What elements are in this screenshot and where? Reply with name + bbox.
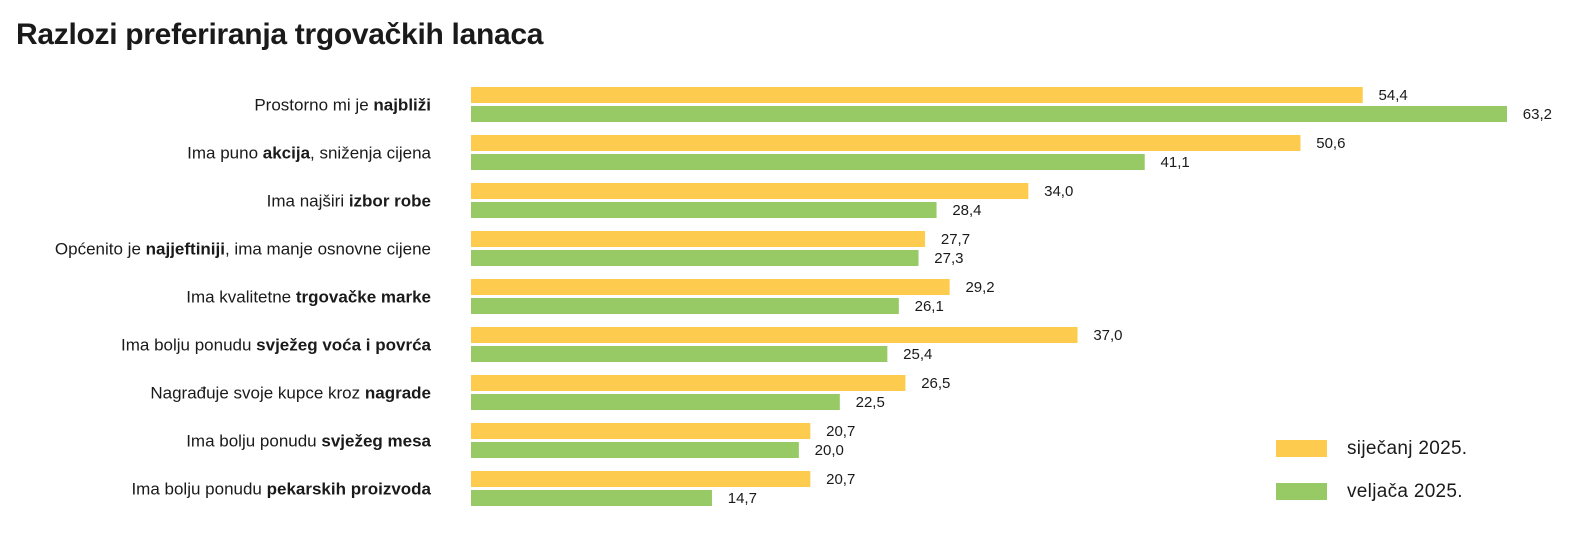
bar-veljaca (471, 154, 1145, 170)
legend-label: veljača 2025. (1347, 481, 1463, 502)
value-label: 54,4 (1379, 87, 1408, 104)
bar-veljaca (471, 394, 840, 410)
value-label: 34,0 (1044, 183, 1073, 200)
category-label-bold: najjeftiniji (146, 240, 225, 259)
value-label: 28,4 (952, 202, 981, 219)
category-label: Općenito je najjeftiniji, ima manje osno… (55, 240, 431, 259)
bar-veljaca (471, 442, 799, 458)
value-label: 26,5 (921, 375, 950, 392)
chart-title: Razlozi preferiranja trgovačkih lanaca (16, 18, 544, 51)
bar-veljaca (471, 106, 1507, 122)
value-labels: 54,4 63,2 50,6 41,1 34,0 28,4 27,7 27,329,2 26,1… (728, 87, 1552, 507)
category-label-bold: izbor robe (349, 192, 431, 211)
category-label: Ima bolju ponudu pekarskih proizvoda (131, 480, 431, 499)
value-label: 20,7 (826, 423, 855, 440)
bar-sijecanj (471, 279, 950, 295)
category-label-text: Ima najširi (267, 192, 349, 211)
category-label: Ima kvalitetne trgovačke marke (186, 288, 431, 307)
bar-sijecanj (471, 87, 1363, 103)
category-label-text: Općenito je (55, 240, 146, 259)
legend-swatch (1276, 483, 1327, 500)
category-label-bold: akcija (263, 144, 311, 163)
bar-veljaca (471, 298, 899, 314)
value-label: 37,0 (1093, 327, 1122, 344)
bar-veljaca (471, 346, 888, 362)
bar-sijecanj (471, 423, 811, 439)
bar-veljaca (471, 250, 919, 266)
category-label-text: Ima bolju ponudu (186, 432, 321, 451)
category-label-bold: najbliži (373, 96, 431, 115)
category-label-text: Prostorno mi je (254, 96, 373, 115)
category-label-bold: trgovačke marke (296, 288, 431, 307)
bars (471, 87, 1507, 506)
category-label-text: , ima manje osnovne cijene (225, 240, 431, 259)
value-label: 20,7 (826, 471, 855, 488)
value-label: 50,6 (1316, 135, 1345, 152)
legend: siječanj 2025. veljača 2025. (1276, 438, 1467, 502)
category-label: Ima bolju ponudu svježeg voća i povrća (121, 336, 432, 355)
category-label: Ima puno akcija, sniženja cijena (187, 144, 431, 163)
bar-sijecanj (471, 183, 1029, 199)
category-label-text: Ima bolju ponudu (131, 480, 266, 499)
value-label: 14,7 (728, 490, 757, 507)
value-label: 63,2 (1523, 106, 1552, 123)
value-label: 20,0 (815, 442, 844, 459)
value-label: 27,3 (934, 250, 963, 267)
category-label-text: Ima puno (187, 144, 263, 163)
value-label: 27,7 (941, 231, 970, 248)
bar-veljaca (471, 490, 712, 506)
category-label: Ima najširi izbor robe (267, 192, 431, 211)
category-labels: Prostorno mi je najbliži Ima puno akcija,… (55, 96, 432, 499)
category-label: Prostorno mi je najbliži (254, 96, 431, 115)
legend-label: siječanj 2025. (1347, 438, 1467, 459)
value-label: 22,5 (856, 394, 885, 411)
bar-sijecanj (471, 135, 1301, 151)
value-label: 41,1 (1161, 154, 1190, 171)
category-label: Ima bolju ponudu svježeg mesa (186, 432, 431, 451)
bar-sijecanj (471, 327, 1078, 343)
legend-swatch (1276, 440, 1327, 457)
category-label: Nagrađuje svoje kupce kroz nagrade (150, 384, 431, 403)
category-label-text: Ima kvalitetne (186, 288, 296, 307)
category-label-bold: nagrade (365, 384, 431, 403)
value-label: 25,4 (903, 346, 932, 363)
value-label: 29,2 (965, 279, 994, 296)
category-label-text: Nagrađuje svoje kupce kroz (150, 384, 365, 403)
category-label-text: , sniženja cijena (310, 144, 432, 163)
bar-sijecanj (471, 231, 926, 247)
category-label-bold: pekarskih proizvoda (267, 480, 432, 499)
value-label: 26,1 (915, 298, 944, 315)
bar-sijecanj (471, 471, 811, 487)
bar-sijecanj (471, 375, 906, 391)
category-label-text: Ima bolju ponudu (121, 336, 256, 355)
category-label-bold: svježeg mesa (321, 432, 431, 451)
bar-veljaca (471, 202, 937, 218)
category-label-bold: svježeg voća i povrća (256, 336, 431, 355)
